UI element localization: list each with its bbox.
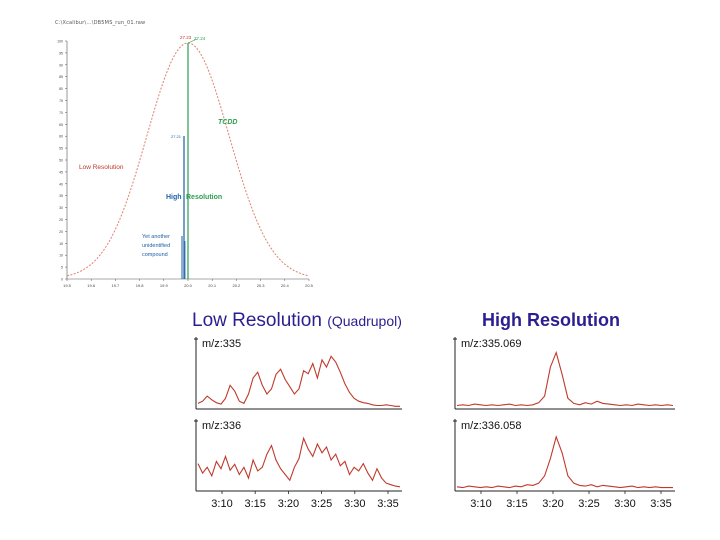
high-resolution-label-green: Resolution (186, 194, 222, 201)
y-tick-label: 35 (59, 194, 63, 198)
mz-label: m/z:335.069 (461, 338, 522, 350)
x-tick-label: 3:15 (244, 498, 265, 510)
low-resolution-label: Low Resolution (79, 164, 124, 171)
y-tick-label: 45 (59, 170, 63, 174)
unknown-compound-label: compound (142, 252, 168, 258)
y-tick-label: 80 (59, 87, 63, 91)
y-tick-label: 70 (59, 111, 63, 115)
peak-label: 27.24 (194, 36, 206, 41)
y-tick-label: 95 (59, 51, 63, 55)
x-tick-label: 20.0 (184, 283, 193, 288)
y-tick-label: 55 (59, 147, 63, 151)
x-tick-label: 19.7 (112, 283, 121, 288)
x-tick-label: 19.5 (63, 283, 72, 288)
x-tick-label: 3:25 (311, 498, 332, 510)
x-tick-label: 3:20 (278, 498, 299, 510)
y-tick-label: 5 (61, 266, 63, 270)
x-tick-label: 3:35 (377, 498, 398, 510)
x-tick-label: 3:35 (650, 498, 671, 510)
x-tick-label: 20.4 (281, 283, 290, 288)
high-resolution-label: High (166, 194, 182, 201)
x-tick-label: 20.2 (233, 283, 242, 288)
x-tick-label: 20.1 (208, 283, 217, 288)
low-resolution-title: Low Resolution (Quadrupol) (192, 310, 402, 331)
low-resolution-subtitle: (Quadrupol) (327, 313, 402, 329)
x-tick-label: 3:10 (470, 498, 491, 510)
x-tick-label: 3:10 (211, 498, 232, 510)
y-tick-label: 100 (57, 40, 63, 44)
x-tick-label: 20.5 (305, 283, 314, 288)
x-tick-label: 3:20 (542, 498, 563, 510)
blue-peak-label: 27.21 (171, 134, 182, 139)
unknown-compound-label: unidentified (142, 243, 170, 249)
y-tick-label: 0 (61, 278, 63, 282)
mz-label: m/z:336 (202, 420, 241, 432)
x-tick-label: 3:30 (614, 498, 635, 510)
x-tick-label: 3:25 (578, 498, 599, 510)
x-tick-label: 19.9 (160, 283, 169, 288)
low-resolution-chart: m/z:335 m/z:336 3:10 3:15 3:20 3:25 3:30 3:35 (194, 337, 402, 510)
x-tick-label: 20.3 (257, 283, 266, 288)
chromatogram-header: C:\Xcalibur\...\DB5MS_run_01.raw (55, 20, 146, 26)
x-tick-label: 3:15 (506, 498, 527, 510)
unknown-compound-label: Yet another (142, 234, 170, 240)
y-tick-label: 90 (59, 63, 63, 67)
high-resolution-chart: m/z:335.069 m/z:336.058 3:10 3:15 3:20 3:25 3:… (453, 337, 675, 510)
high-resolution-title: High Resolution (482, 310, 620, 330)
peak-label: 27.23 (180, 35, 192, 40)
y-tick-label: 60 (59, 135, 63, 139)
y-tick-label: 10 (59, 254, 63, 258)
x-tick-label: 3:30 (344, 498, 365, 510)
y-tick-label: 65 (59, 123, 63, 127)
y-tick-label: 40 (59, 182, 63, 186)
y-tick-label: 85 (59, 75, 63, 79)
y-tick-label: 75 (59, 99, 63, 103)
mz-label: m/z:336.058 (461, 420, 522, 432)
y-tick-label: 15 (59, 242, 63, 246)
low-resolution-curve (66, 42, 310, 277)
y-tick-label: 50 (59, 159, 63, 163)
y-tick-label: 30 (59, 206, 63, 210)
y-tick-label: 20 (59, 230, 63, 234)
y-tick-label: 25 (59, 218, 63, 222)
trace-line (197, 436, 401, 488)
tcdd-label: TCDD (218, 119, 237, 126)
trace-line (456, 350, 674, 407)
trace-line (456, 434, 673, 489)
tcdd-pointer (187, 38, 198, 44)
overlay-chromatogram: 0 5 10 15 20 25 30 35 40 45 50 55 60 65 70 75 80 85 90 95 10… (57, 35, 314, 288)
x-tick-label: 19.8 (136, 283, 145, 288)
x-tick-label: 19.6 (87, 283, 96, 288)
mz-label: m/z:335 (202, 338, 241, 350)
trace-line (197, 355, 400, 407)
